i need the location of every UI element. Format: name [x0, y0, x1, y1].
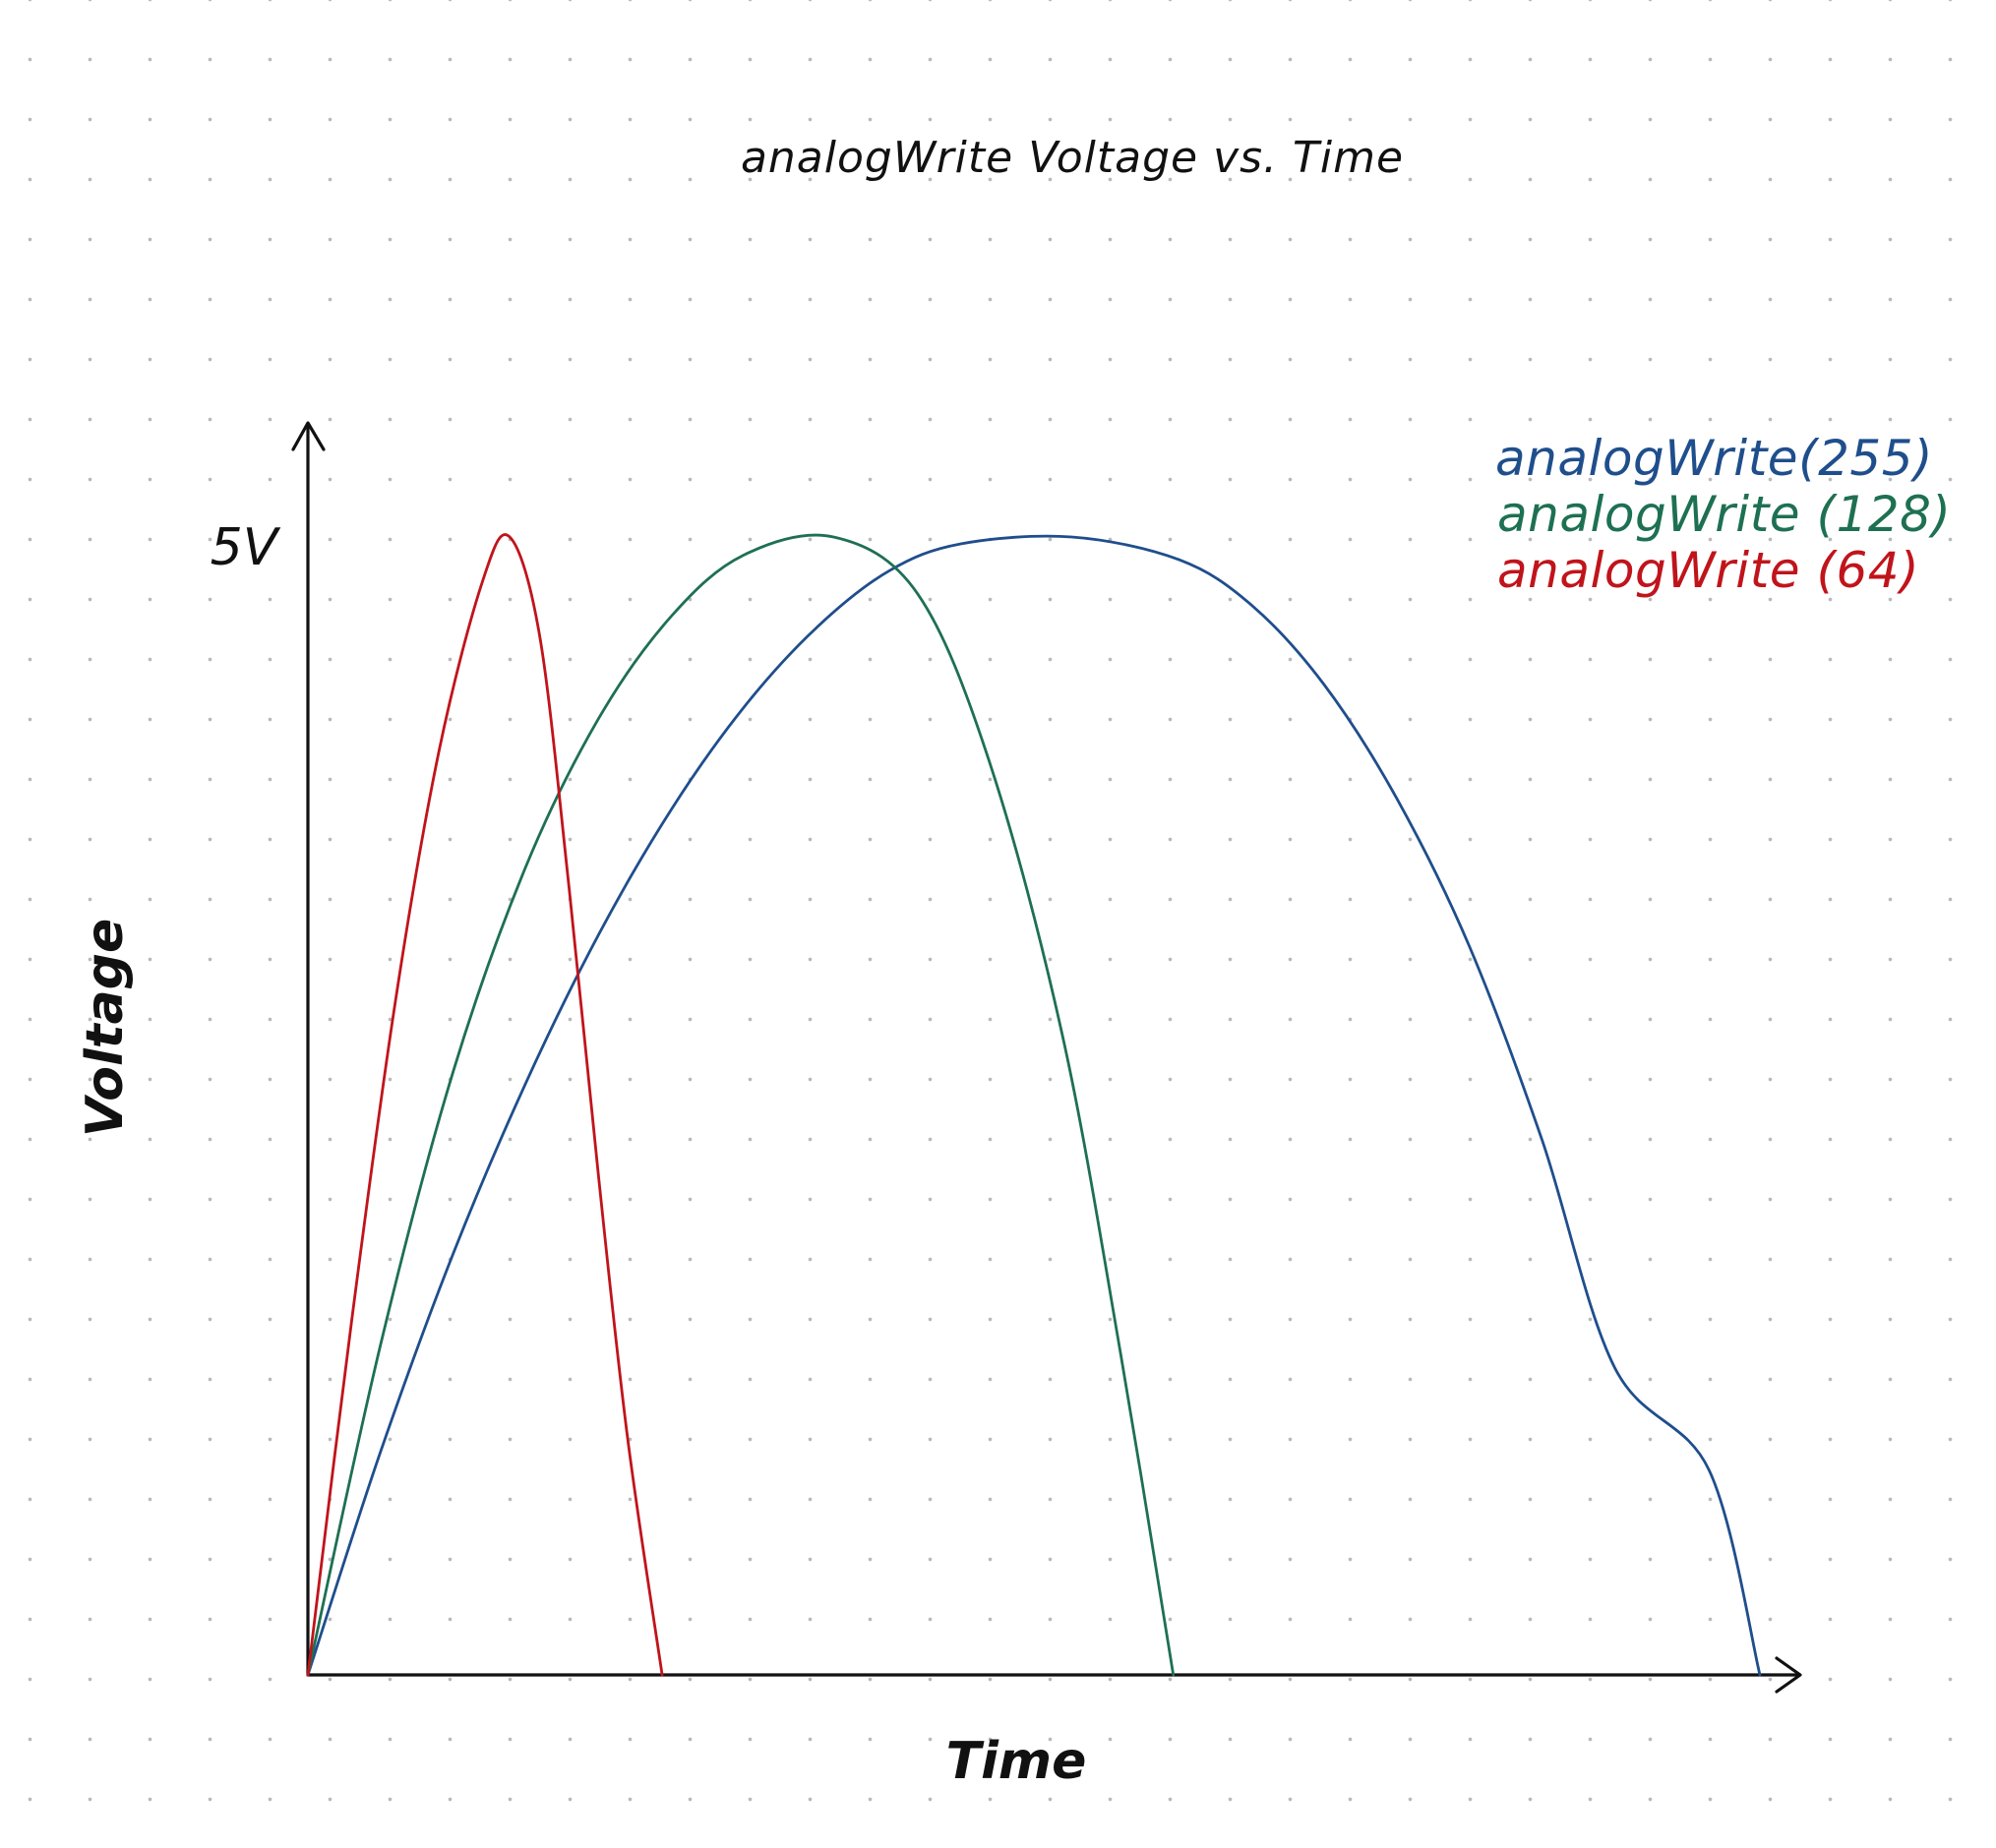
series-line-255: [306, 534, 1762, 1677]
x-axis-label: Time: [946, 1732, 1087, 1791]
x-axis-arrowhead: [1775, 1656, 1802, 1694]
y-axis-arrowhead: [291, 421, 326, 451]
series-group: [306, 533, 1762, 1677]
chart-title: analogWrite Voltage vs. Time: [741, 133, 1404, 183]
legend-entry-64: analogWrite (64): [1497, 542, 1919, 599]
series-line-64: [306, 533, 664, 1677]
y-tick-label-5v: 5V: [211, 518, 281, 577]
legend-entry-255: analogWrite(255): [1495, 430, 1933, 487]
series-line-128: [306, 533, 1176, 1677]
legend: analogWrite(255) analogWrite (128) analo…: [1495, 430, 1951, 599]
axes: [291, 421, 1802, 1694]
y-axis-label: Voltage: [76, 919, 135, 1137]
legend-entry-128: analogWrite (128): [1497, 486, 1951, 543]
